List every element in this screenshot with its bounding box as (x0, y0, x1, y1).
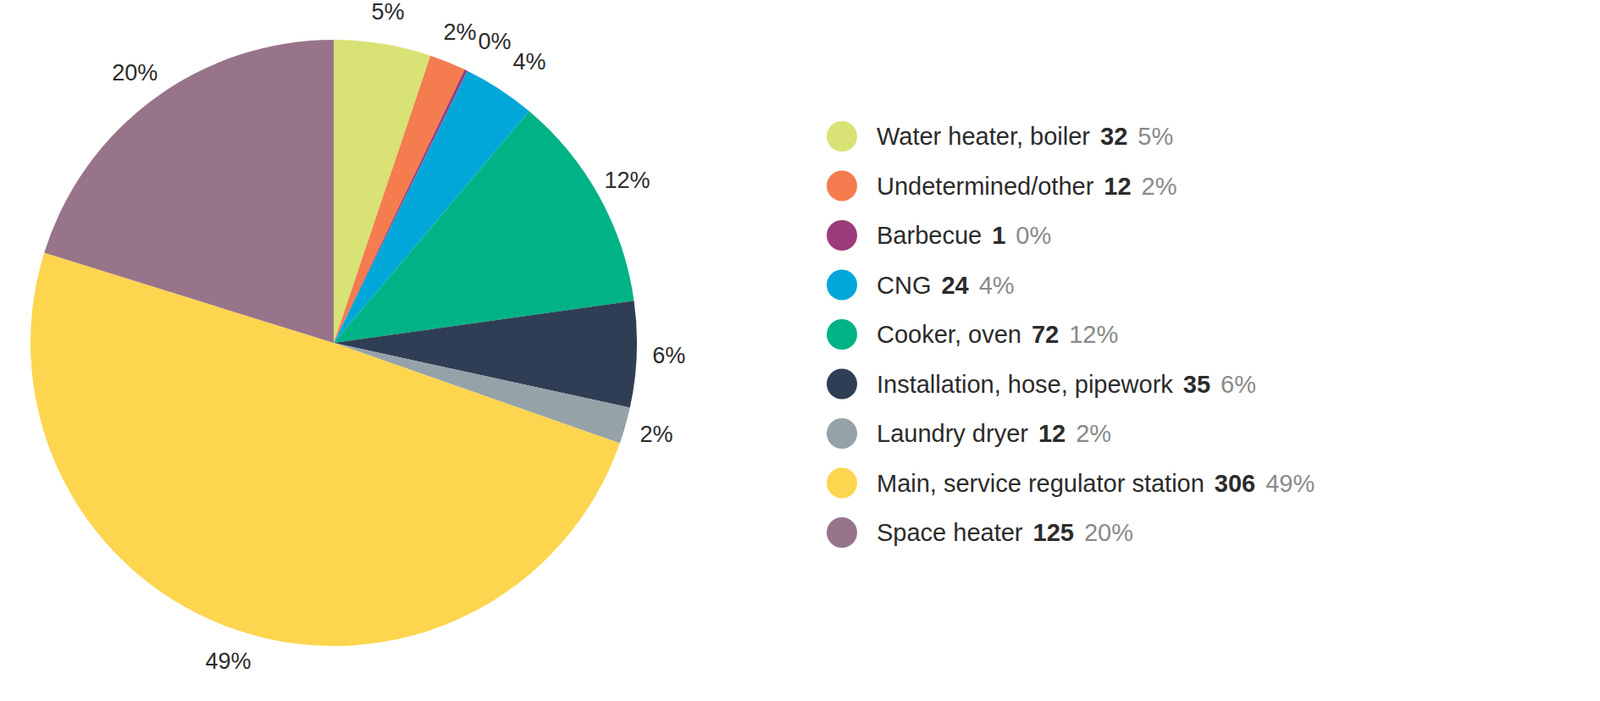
legend-percentage: 0% (1015, 221, 1052, 250)
legend-count: 1 (991, 221, 1006, 250)
legend-swatch (826, 121, 858, 152)
legend-entry: Main, service regulator station 306 49% (876, 470, 1315, 498)
legend-entry: Barbecue 1 0% (876, 221, 1052, 250)
data-label: 0% (478, 28, 512, 55)
legend-count: 12 (1038, 420, 1066, 448)
legend-percentage: 20% (1084, 519, 1134, 547)
legend-swatch (826, 319, 858, 350)
legend-label: CNG (876, 271, 931, 299)
legend-label: Cooker, oven (876, 321, 1022, 349)
legend-label: Space heater (876, 519, 1024, 547)
legend-count: 72 (1031, 321, 1059, 349)
data-label: 12% (604, 167, 651, 194)
legend: Water heater, boiler 32 5% Undetermined/oth… (826, 121, 1315, 549)
legend-entry: Water heater, boiler 32 5% (876, 122, 1174, 150)
legend-swatch (826, 171, 858, 202)
legend-label: Water heater, boiler (876, 122, 1091, 150)
chart-root: 5%2%0%4%12%6%2%49%20%Water heater, boile… (0, 0, 1600, 701)
legend-percentage: 4% (979, 271, 1015, 299)
data-label: 5% (371, 0, 405, 25)
legend-entry: CNG 24 4% (876, 271, 1015, 299)
data-label: 49% (205, 648, 252, 675)
legend-swatch (826, 468, 858, 499)
legend-entry: Space heater 125 20% (876, 519, 1134, 547)
legend-count: 125 (1033, 519, 1075, 547)
slices (30, 39, 637, 647)
legend-label: Undetermined/other (876, 172, 1095, 200)
data-label: 6% (652, 343, 686, 369)
legend-count: 12 (1103, 172, 1131, 200)
legend-percentage: 49% (1265, 470, 1315, 498)
legend-label: Main, service regulator station (876, 470, 1205, 498)
legend-count: 306 (1214, 470, 1256, 498)
legend-percentage: 2% (1075, 420, 1112, 448)
legend-swatch (826, 517, 858, 549)
chart: 5%2%0%4%12%6%2%49%20%Water heater, boile… (0, 0, 1600, 701)
legend-entry: Cooker, oven 72 12% (876, 321, 1119, 349)
data-label: 2% (639, 421, 673, 448)
legend-percentage: 2% (1141, 172, 1178, 200)
data-label: 20% (111, 60, 158, 86)
legend-percentage: 5% (1137, 122, 1174, 150)
data-label: 4% (513, 49, 547, 75)
legend-count: 32 (1100, 122, 1128, 150)
legend-entry: Laundry dryer 12 2% (876, 420, 1112, 448)
legend-count: 24 (941, 271, 969, 299)
legend-swatch (826, 369, 858, 400)
data-labels: 5%2%0%4%12%6%2%49%20% (111, 0, 686, 675)
legend-label: Barbecue (876, 221, 982, 250)
legend-percentage: 12% (1068, 321, 1119, 349)
legend-label: Laundry dryer (876, 420, 1029, 448)
legend-count: 35 (1183, 370, 1211, 399)
pie-slice (44, 39, 334, 344)
legend-swatch (826, 220, 858, 251)
legend-entry: Installation, hose, pipework 35 6% (876, 370, 1257, 399)
data-label: 2% (442, 19, 477, 45)
legend-entry: Undetermined/other 12 2% (876, 172, 1178, 200)
legend-swatch (826, 418, 858, 449)
legend-label: Installation, hose, pipework (876, 370, 1174, 399)
legend-swatch (826, 270, 858, 301)
legend-percentage: 6% (1220, 370, 1257, 399)
